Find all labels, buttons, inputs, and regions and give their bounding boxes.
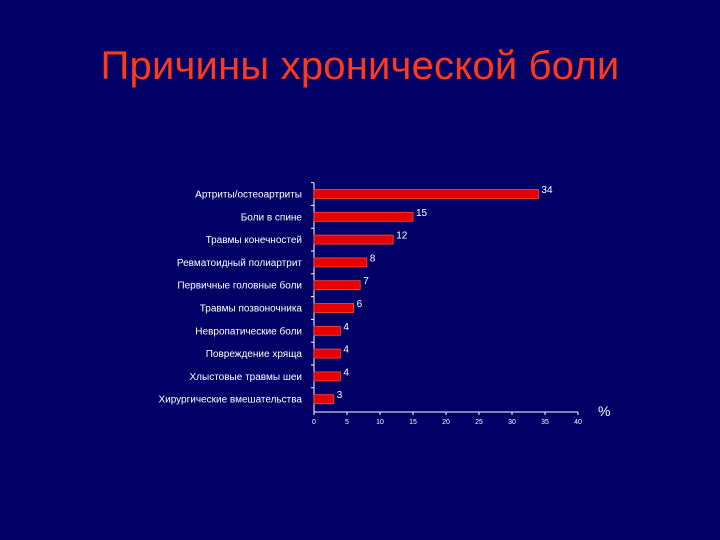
category-label: Повреждение хряща — [206, 349, 303, 360]
category-label: Боли в спине — [241, 212, 303, 223]
x-tick-label: 0 — [312, 419, 316, 426]
value-label: 8 — [370, 253, 376, 264]
category-label: Ревматоидный полиартрит — [177, 258, 303, 269]
category-label: Хлыстовые травмы шеи — [190, 372, 302, 383]
category-label: Хирургические вмешательства — [158, 395, 302, 406]
value-label: 3 — [337, 390, 343, 401]
bar — [313, 371, 341, 382]
bar — [313, 234, 394, 245]
bar — [313, 189, 539, 199]
value-label: 7 — [363, 276, 369, 287]
value-label: 4 — [343, 322, 349, 333]
bar — [313, 325, 341, 336]
category-label: Травмы конечностей — [206, 235, 302, 246]
value-label: 4 — [343, 367, 349, 378]
x-tick-label: 10 — [376, 419, 384, 426]
bar — [313, 348, 341, 359]
slide-title: Причины хронической боли — [100, 44, 620, 88]
bar — [313, 280, 361, 291]
x-tick-label: 30 — [508, 419, 516, 426]
value-label: 34 — [541, 185, 553, 196]
x-tick-label: 25 — [475, 419, 483, 426]
value-label: 15 — [416, 208, 428, 219]
x-tick-label: 35 — [541, 419, 549, 426]
x-tick-label: 15 — [409, 419, 417, 426]
bar — [313, 211, 414, 222]
category-label: Травмы позвоночника — [200, 304, 303, 315]
bar — [313, 257, 368, 268]
x-tick-label: 5 — [345, 419, 349, 426]
category-label: Артриты/остеоартриты — [195, 190, 302, 201]
x-tick-label: 40 — [574, 419, 582, 426]
category-label: Первичные головные боли — [177, 280, 302, 292]
value-label: 12 — [396, 231, 408, 242]
bar — [313, 303, 354, 313]
value-label: 6 — [357, 299, 363, 310]
category-label: Невропатические боли — [195, 325, 302, 337]
value-label: 4 — [343, 345, 349, 356]
x-tick-label: 20 — [442, 419, 450, 426]
x-axis-unit-label: % — [598, 403, 610, 419]
bar — [313, 394, 335, 405]
